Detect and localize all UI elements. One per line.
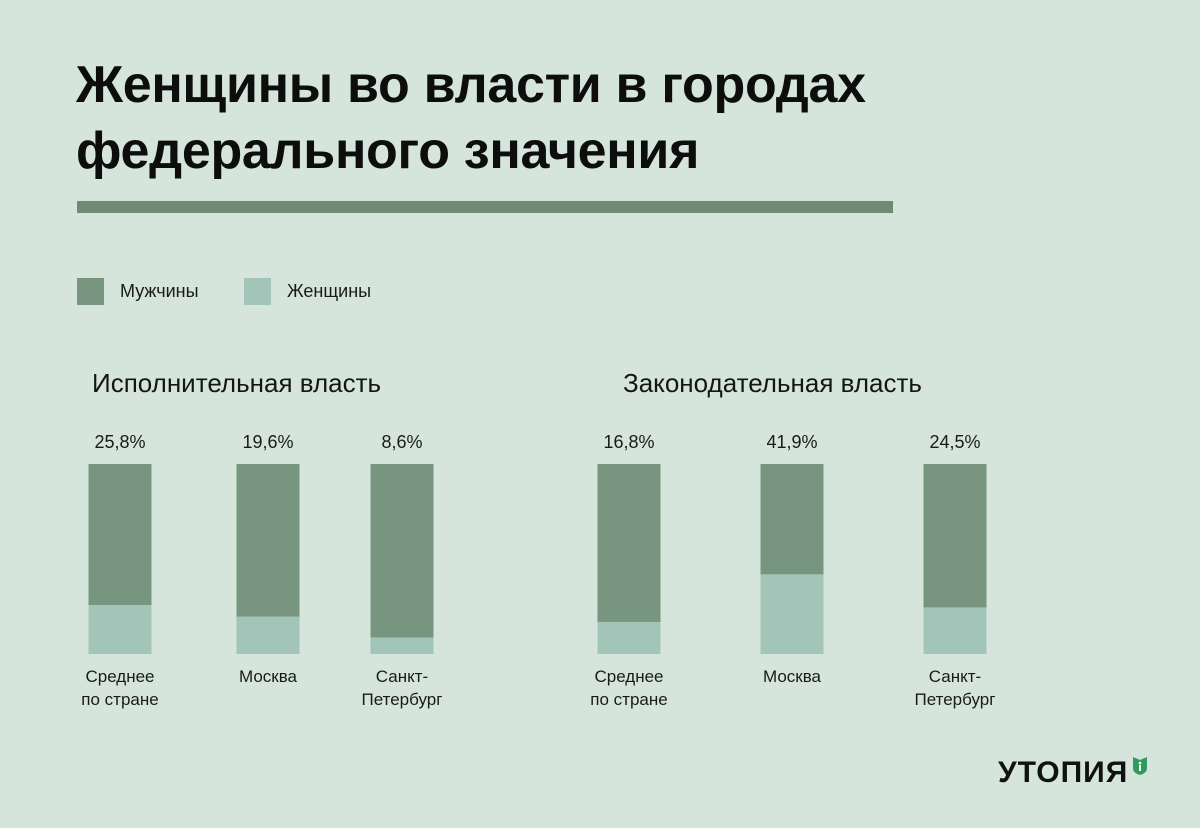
category-label-1-0-1: по стране	[590, 690, 667, 709]
bar-men-0-2	[370, 464, 434, 638]
category-label-1-1-0: Москва	[763, 667, 822, 686]
bar-men-0-0	[88, 464, 152, 605]
bar-men-1-0	[597, 464, 661, 623]
title-line-1: Женщины во власти в городах	[76, 56, 866, 114]
bar-women-0-2	[370, 637, 434, 654]
data-label-0-1: 19,6%	[242, 432, 293, 452]
data-label-0-2: 8,6%	[381, 432, 422, 452]
bar-women-1-2	[923, 607, 987, 654]
bar-women-0-1	[236, 616, 300, 654]
legend-label-men: Мужчины	[120, 281, 199, 301]
bar-women-1-1	[760, 574, 824, 654]
category-label-0-1-0: Москва	[239, 667, 298, 686]
bar-women-1-0	[597, 622, 661, 654]
shield-icon	[1133, 757, 1148, 775]
category-label-1-0-0: Среднее	[594, 667, 663, 686]
legend-swatch-women	[244, 278, 271, 305]
data-label-1-1: 41,9%	[766, 432, 817, 452]
category-label-0-0-1: по стране	[81, 690, 158, 709]
title-divider	[77, 201, 893, 213]
page-title: Женщины во власти в городах федерального…	[76, 52, 976, 184]
panel-title-executive: Исполнительная власть	[92, 368, 382, 398]
legend-swatch-men	[77, 278, 104, 305]
bar-men-1-1	[760, 464, 824, 575]
brand-logo: УТОПИЯ	[998, 756, 1148, 790]
category-label-1-2-1: Петербург	[915, 690, 996, 709]
category-label-0-2-0: Санкт-	[376, 667, 428, 686]
category-label-0-0-0: Среднее	[85, 667, 154, 686]
bar-men-1-2	[923, 464, 987, 608]
data-label-0-0: 25,8%	[94, 432, 145, 452]
data-label-1-2: 24,5%	[929, 432, 980, 452]
panel-title-legislative: Законодательная власть	[623, 368, 922, 398]
brand-logo-text: УТОПИЯ	[998, 756, 1129, 789]
bar-men-0-1	[236, 464, 300, 617]
legend-item-women: Женщины	[244, 278, 371, 305]
data-label-1-0: 16,8%	[603, 432, 654, 452]
bar-women-0-0	[88, 604, 152, 654]
title-line-2: федерального значения	[76, 122, 700, 180]
category-label-1-2-0: Санкт-	[929, 667, 981, 686]
legend-item-men: Мужчины	[77, 278, 199, 305]
legend-label-women: Женщины	[287, 281, 372, 301]
category-label-0-2-1: Петербург	[362, 690, 443, 709]
